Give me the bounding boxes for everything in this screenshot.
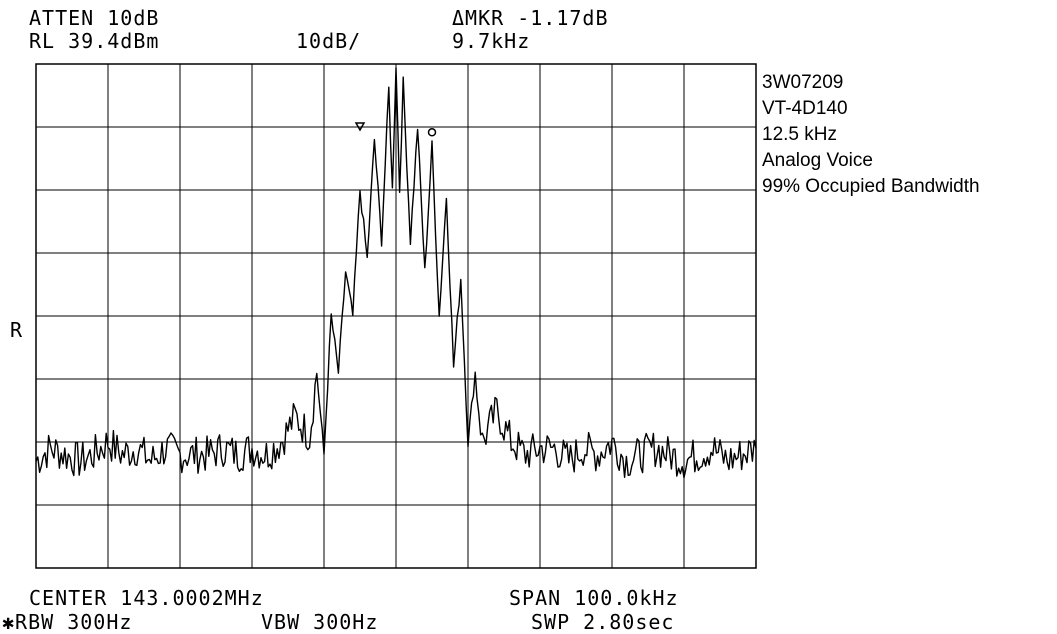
center-frequency-readout: CENTER 143.0002MHz (29, 586, 264, 610)
spectrum-trace (35, 67, 757, 479)
annotation-line-1: 3W07209 (762, 72, 844, 93)
ref-marker-label: R (10, 318, 24, 342)
annotation-line-3: 12.5 kHz (762, 124, 837, 145)
marker-reference-triangle (354, 122, 366, 132)
atten-readout: ATTEN 10dB (29, 6, 160, 30)
span-readout: SPAN 100.0kHz (509, 586, 679, 610)
graticule (35, 63, 757, 569)
scale-readout: 10dB/ (296, 29, 362, 53)
annotation-line-4: Analog Voice (762, 150, 873, 171)
spectrum-trace-layer (35, 67, 757, 479)
vbw-readout: VBW 300Hz (261, 610, 379, 634)
ref-level-readout: RL 39.4dBm (29, 29, 160, 53)
annotation-line-2: VT-4D140 (762, 98, 848, 119)
sweep-readout: SWP 2.80sec (531, 610, 675, 634)
marker-delta-readout: ΔMKR -1.17dB (452, 6, 609, 30)
annotation-line-5: 99% Occupied Bandwidth (762, 176, 980, 197)
marker-delta-dot (427, 128, 437, 137)
marker-freq-readout: 9.7kHz (452, 29, 531, 53)
marker-layer (354, 122, 437, 137)
rbw-readout: ✱RBW 300Hz (2, 610, 133, 634)
